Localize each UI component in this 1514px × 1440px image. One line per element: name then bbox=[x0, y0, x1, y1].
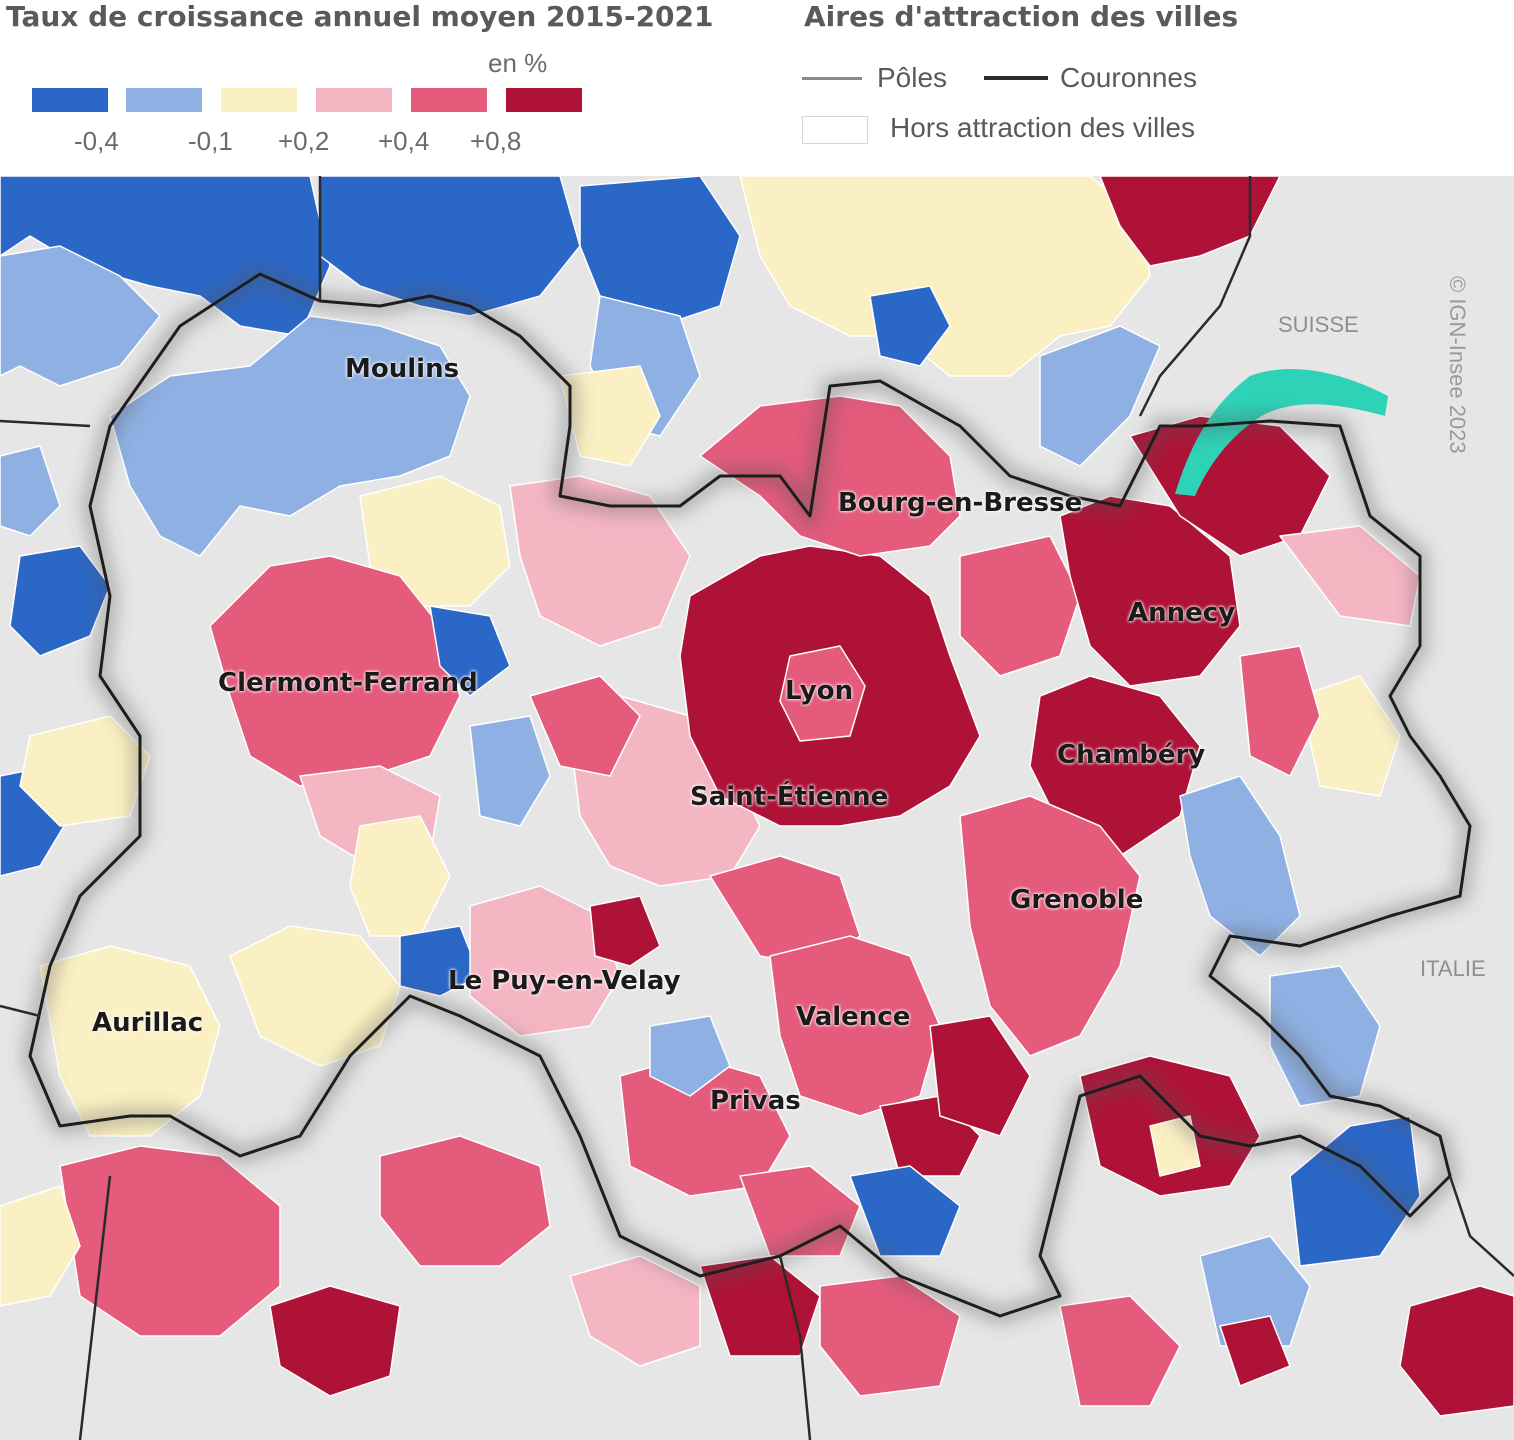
legend-tick-5: +0,8 bbox=[470, 126, 522, 156]
area-north-1 bbox=[319, 176, 581, 317]
legend-unit: en % bbox=[488, 48, 548, 78]
lake-geneva bbox=[1175, 368, 1388, 496]
city-label-clermont-ferrand: Clermont-Ferrand bbox=[218, 668, 478, 698]
area-lyon-pole bbox=[779, 645, 866, 742]
area-north-yellow-2 bbox=[559, 365, 661, 467]
legend-tick-1: -0,4 bbox=[74, 126, 119, 156]
area-valence bbox=[769, 935, 941, 1117]
city-label-le-puy-en-velay: Le Puy-en-Velay bbox=[448, 966, 681, 996]
couronnes-line-symbol bbox=[984, 76, 1048, 80]
region-boundary bbox=[28, 272, 1472, 1318]
dept-boundary-italy bbox=[1448, 1175, 1514, 1277]
area-northwest-2 bbox=[0, 245, 161, 387]
map-legend: Taux de croissance annuel moyen 2015-202… bbox=[0, 0, 1514, 175]
area-south-west-2 bbox=[379, 1135, 551, 1267]
area-south-west-1 bbox=[59, 1145, 281, 1337]
poles-line-symbol bbox=[802, 77, 862, 80]
legend-swatch-6 bbox=[506, 88, 582, 112]
area-le-puy bbox=[469, 885, 621, 1037]
city-label-annecy: Annecy bbox=[1128, 598, 1236, 628]
area-alps-yellow-1 bbox=[1299, 675, 1401, 797]
area-central-blue bbox=[469, 715, 551, 827]
area-south-pink-1 bbox=[569, 1255, 701, 1367]
area-south-red-1 bbox=[269, 1285, 401, 1397]
area-lozere-blue bbox=[649, 1015, 731, 1097]
legend-tick-3: +0,2 bbox=[278, 126, 330, 156]
areas-legend-title: Aires d'attraction des villes bbox=[804, 0, 1239, 33]
city-label-privas: Privas bbox=[710, 1086, 801, 1116]
city-label-grenoble: Grenoble bbox=[1010, 885, 1144, 915]
country-label-suisse: SUISSE bbox=[1278, 312, 1359, 337]
area-alps-pink-1 bbox=[1239, 645, 1321, 777]
legend-tick-4: +0,4 bbox=[378, 126, 430, 156]
area-west-1 bbox=[9, 545, 111, 657]
area-north-blue-5 bbox=[1039, 325, 1161, 467]
area-clermont bbox=[209, 555, 461, 787]
city-label-aurillac: Aurillac bbox=[92, 1008, 204, 1038]
area-chambery bbox=[1029, 675, 1201, 857]
area-south-blue-1 bbox=[1199, 1235, 1311, 1347]
area-vienne bbox=[709, 855, 861, 967]
legend-swatch-3 bbox=[221, 88, 297, 112]
hors-attraction-label: Hors attraction des villes bbox=[890, 112, 1196, 143]
legend-tick-2: -0,1 bbox=[188, 126, 233, 156]
city-label-valence: Valence bbox=[796, 1002, 911, 1032]
area-grenoble bbox=[959, 795, 1141, 1057]
hors-attraction-swatch bbox=[802, 116, 868, 144]
area-south-red-4 bbox=[1219, 1315, 1291, 1387]
copyright-notice: © IGN-Insee 2023 bbox=[1445, 276, 1470, 454]
area-moulins bbox=[109, 315, 471, 557]
legend-swatch-4 bbox=[316, 88, 392, 112]
area-south-pink-3 bbox=[1059, 1295, 1181, 1407]
area-geneva bbox=[1099, 176, 1281, 267]
area-west-lyon bbox=[529, 675, 641, 777]
legend-swatch-5 bbox=[411, 88, 487, 112]
area-annecy bbox=[1059, 495, 1241, 687]
area-aurillac bbox=[39, 945, 221, 1137]
poles-label: Pôles bbox=[877, 62, 948, 93]
growth-legend-title: Taux de croissance annuel moyen 2015-202… bbox=[6, 0, 714, 33]
city-label-chambery: Chambéry bbox=[1057, 740, 1206, 770]
area-south-yellow-1 bbox=[0, 1185, 81, 1307]
area-blue-puy bbox=[399, 925, 481, 997]
area-bourg bbox=[699, 395, 961, 557]
area-west-3 bbox=[0, 445, 61, 537]
area-west-yellow bbox=[19, 715, 151, 827]
area-alps-blue-1 bbox=[1179, 775, 1301, 957]
dept-boundary-west bbox=[0, 176, 322, 1018]
city-label-saint-etienne: Saint-Étienne bbox=[690, 782, 889, 812]
area-south-red-3 bbox=[1399, 1285, 1514, 1417]
legend-swatch-1 bbox=[32, 88, 108, 112]
area-north-2 bbox=[579, 176, 741, 327]
area-thiers-blue bbox=[429, 605, 511, 697]
legend-swatch-2 bbox=[126, 88, 202, 112]
area-yssingeaux bbox=[589, 895, 661, 967]
area-ain-south bbox=[959, 535, 1081, 677]
area-north-blue-4 bbox=[869, 285, 951, 367]
dept-boundary-swiss bbox=[1138, 176, 1252, 417]
city-label-lyon: Lyon bbox=[785, 676, 854, 706]
area-roanne bbox=[509, 475, 691, 647]
map-canvas bbox=[0, 176, 1514, 1440]
area-south-blue-2 bbox=[849, 1165, 961, 1257]
city-label-moulins: Moulins bbox=[345, 354, 460, 384]
choropleth-map: Moulins Bourg-en-Bresse Annecy Clermont-… bbox=[0, 176, 1514, 1440]
couronnes-label: Couronnes bbox=[1060, 62, 1197, 93]
city-label-bourg-en-bresse: Bourg-en-Bresse bbox=[838, 488, 1083, 518]
area-die bbox=[929, 1015, 1031, 1137]
country-label-italie: ITALIE bbox=[1420, 956, 1486, 981]
dept-boundary-south bbox=[78, 1175, 812, 1440]
